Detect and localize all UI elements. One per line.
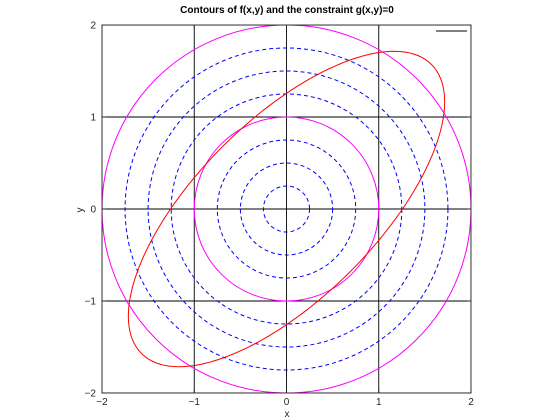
dashed-contour-circle [262,185,311,233]
y-tick-label: 1 [90,113,96,124]
y-tick-label: 2 [90,21,96,32]
y-tick-label: −1 [85,297,97,308]
x-tick-label: 2 [468,397,474,408]
solid-contour-circle [193,116,380,302]
tick-labels: −2 −1 0 1 2 −2 −1 0 1 2 [85,21,475,409]
dashed-contour-circle [216,139,357,279]
plot-clip-group [102,25,471,393]
x-tick-label: −2 [96,397,108,408]
overlay-layer [101,24,472,394]
y-axis-label: y [75,208,86,213]
x-tick-label: 0 [284,397,290,408]
y-tick-label: −2 [85,389,97,400]
dashed-contour-circle [170,93,403,325]
dashed-contour-circle [124,47,449,371]
constraint-curve [127,50,446,368]
x-tick-label: 1 [376,397,382,408]
plot-area [102,25,471,393]
chart-title: Contours of f(x,y) and the constraint g(… [180,5,394,16]
dashed-contour-circle [147,70,426,348]
dashed-contour-circle [239,162,334,256]
y-tick-label: 0 [90,205,96,216]
x-axis-label: x [285,409,290,420]
x-tick-label: −1 [189,397,201,408]
